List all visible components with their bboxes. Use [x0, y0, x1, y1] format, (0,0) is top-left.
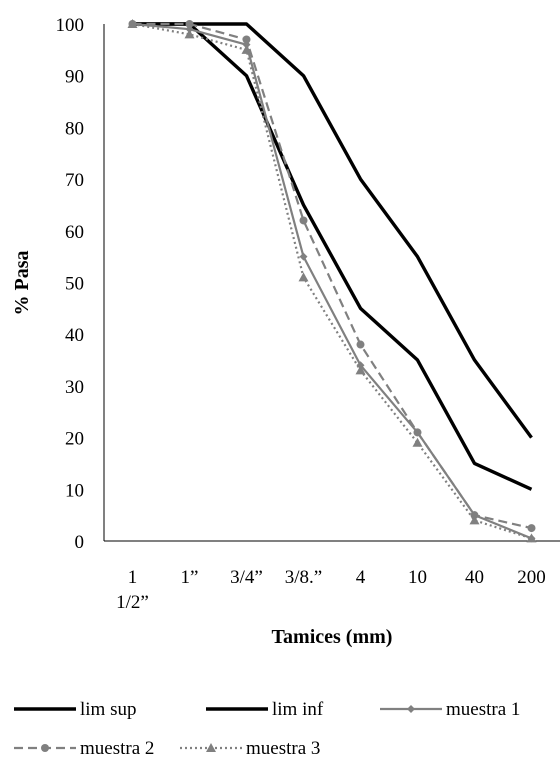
series-lim-sup — [133, 24, 532, 438]
x-tick-label: 1” — [181, 567, 199, 588]
y-tick-label: 50 — [65, 274, 84, 295]
x-tick-label: 3/8.” — [285, 567, 322, 588]
legend-label: lim inf — [272, 699, 324, 720]
y-axis-title: % Pasa — [11, 251, 33, 316]
legend-item-muestra-2: muestra 2 — [14, 738, 154, 759]
data-point — [186, 20, 194, 28]
legend-label: muestra 1 — [446, 699, 520, 720]
legend-marker — [407, 705, 415, 713]
series-lim-inf — [133, 24, 532, 489]
series-line-lim-sup — [133, 24, 532, 438]
x-tick-label: 4 — [356, 567, 366, 588]
legend: lim sup lim inf muestra 1 muestra 2 muestra … — [14, 699, 520, 759]
x-tick-label: 3/4” — [230, 567, 263, 588]
series-layer — [128, 19, 537, 542]
y-tick-label: 70 — [65, 170, 84, 191]
data-point — [300, 216, 308, 224]
x-tick-label: 40 — [465, 567, 484, 588]
legend-marker — [206, 743, 216, 752]
x-tick-label: 200 — [517, 567, 546, 588]
x-axis-title: Tamices (mm) — [272, 626, 393, 648]
data-point — [299, 272, 309, 281]
data-point — [528, 524, 536, 532]
series-line-muestra-2 — [133, 24, 532, 528]
data-point — [357, 341, 365, 349]
legend-item-muestra-3: muestra 3 — [180, 738, 320, 759]
legend-marker — [41, 744, 49, 752]
x-tick-label: 10 — [408, 567, 427, 588]
y-tick-label: 20 — [65, 429, 84, 450]
legend-item-lim-sup: lim sup — [14, 699, 136, 720]
legend-label: muestra 3 — [246, 738, 320, 759]
y-tick-label: 80 — [65, 118, 84, 139]
y-tick-label: 10 — [65, 480, 84, 501]
y-tick-label: 60 — [65, 222, 84, 243]
series-line-lim-inf — [133, 24, 532, 489]
legend-item-lim-inf: lim inf — [206, 699, 324, 720]
y-tick-label: 30 — [65, 377, 84, 398]
legend-item-muestra-1: muestra 1 — [380, 699, 520, 720]
data-point — [414, 428, 422, 436]
y-tick-label: 90 — [65, 67, 84, 88]
y-tick-label: 40 — [65, 325, 84, 346]
series-muestra-2 — [129, 20, 536, 532]
legend-label: lim sup — [80, 699, 136, 720]
data-point — [300, 253, 308, 261]
legend-label: muestra 2 — [80, 738, 154, 759]
y-tick-label: 100 — [56, 15, 85, 36]
y-tick-label: 0 — [75, 532, 85, 553]
data-point — [243, 36, 251, 44]
